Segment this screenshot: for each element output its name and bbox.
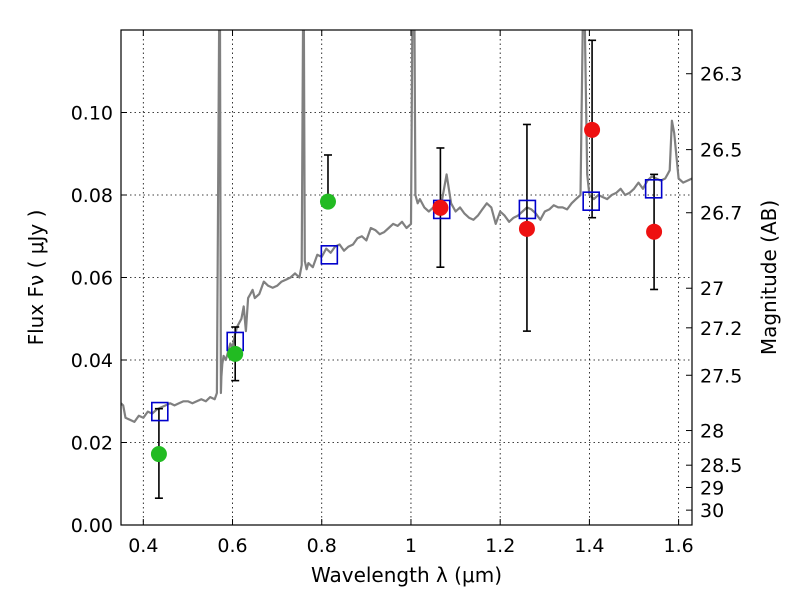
model-photometry-square <box>644 179 663 199</box>
x-axis-title: Wavelength λ (μm) <box>311 563 502 587</box>
error-bar-layer <box>154 39 659 499</box>
spectrum-layer <box>121 30 692 423</box>
x-tick-label: 1 <box>405 535 417 557</box>
model-photometry-layer <box>151 179 663 422</box>
x-tick-label: 0.8 <box>307 535 337 557</box>
right-axis-title: Magnitude (AB) <box>757 200 781 355</box>
right-tick-label: 30 <box>700 500 724 522</box>
model-photometry-square <box>320 245 339 265</box>
y-axis: 0.00 0.02 0.04 0.06 0.08 0.10 <box>71 103 127 537</box>
observed-flux-point <box>432 199 449 216</box>
observed-flux-point <box>227 345 244 362</box>
x-tick-label: 1.2 <box>485 535 515 557</box>
model-photometry-square <box>582 191 600 211</box>
grid-lines <box>121 30 692 525</box>
model-photometry-square <box>151 401 169 422</box>
right-tick-label: 28 <box>700 421 724 443</box>
right-tick-label: 27.5 <box>700 365 742 387</box>
observed-points-layer <box>150 121 663 463</box>
y-tick-label: 0.02 <box>71 433 113 455</box>
right-tick-label: 26.7 <box>700 203 742 225</box>
y-tick-label: 0.08 <box>71 185 113 207</box>
model-photometry-square <box>518 199 537 220</box>
x-axis: 0.4 0.6 0.8 1 1.2 1.4 1.6 <box>128 30 694 557</box>
x-tick-label: 1.6 <box>664 535 694 557</box>
right-tick-label: 26.5 <box>700 140 742 162</box>
spectrum-line <box>121 30 692 423</box>
y-tick-label: 0.06 <box>71 268 113 290</box>
y-tick-label: 0.10 <box>71 103 113 125</box>
y-tick-label: 0.00 <box>71 515 113 537</box>
observed-flux-point <box>518 220 535 237</box>
right-tick-label: 26.3 <box>700 64 742 86</box>
observed-flux-point <box>150 446 167 463</box>
x-tick-label: 0.6 <box>217 535 247 557</box>
y-tick-label: 0.04 <box>71 350 113 372</box>
observed-flux-point <box>319 193 336 210</box>
right-tick-label: 28.5 <box>700 455 742 477</box>
y-axis-title: Flux Fν ( μJy ) <box>24 210 48 346</box>
right-tick-label: 29 <box>700 477 724 499</box>
x-tick-label: 0.4 <box>128 535 158 557</box>
right-tick-label: 27 <box>700 278 724 300</box>
x-tick-label: 1.4 <box>574 535 604 557</box>
observed-flux-point <box>646 223 663 240</box>
right-tick-label: 27.2 <box>700 318 742 340</box>
observed-flux-point <box>584 121 601 138</box>
